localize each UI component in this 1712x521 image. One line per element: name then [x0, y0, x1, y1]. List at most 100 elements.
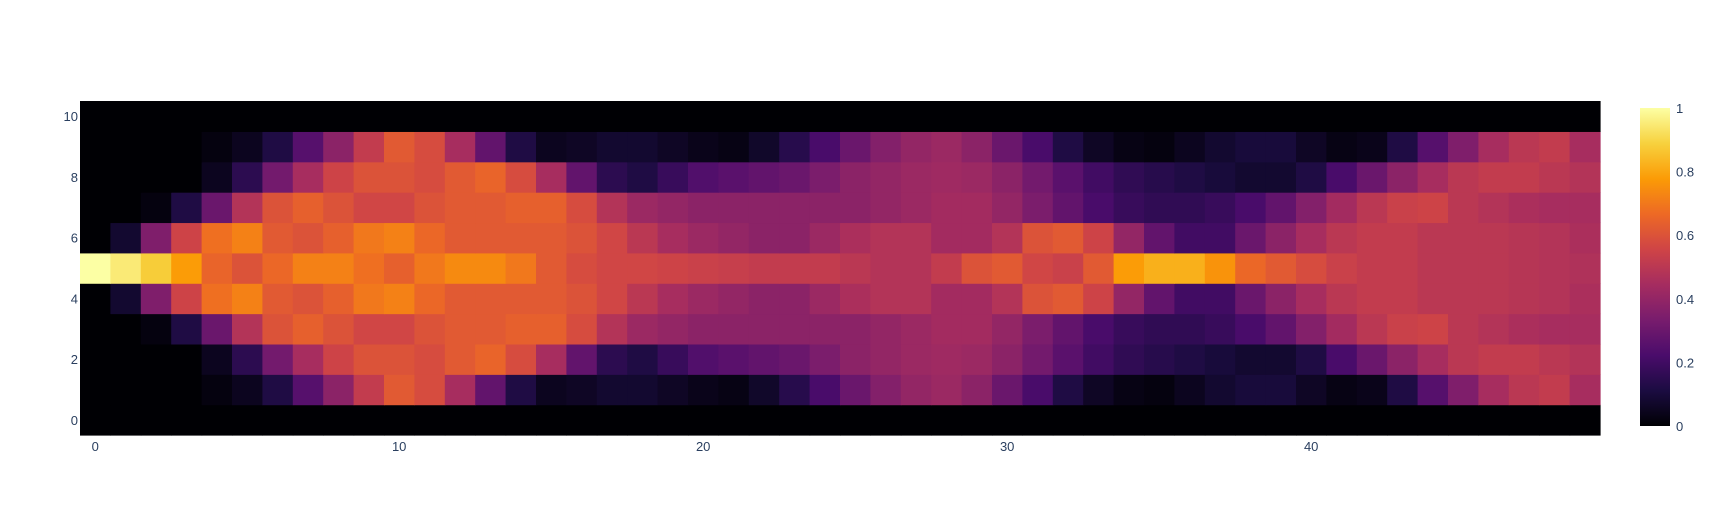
heatmap-cell: [80, 222, 111, 254]
heatmap-cell: [931, 313, 963, 345]
heatmap-cell: [1265, 404, 1297, 436]
heatmap-cell: [1478, 131, 1510, 163]
heatmap-cell: [384, 131, 415, 163]
heatmap-cell: [900, 131, 932, 163]
heatmap-cell: [80, 131, 111, 163]
heatmap-cell: [718, 131, 750, 163]
heatmap-cell: [292, 192, 324, 224]
heatmap-cell: [1144, 404, 1175, 436]
heatmap-cell: [201, 192, 233, 224]
heatmap-cell: [1144, 131, 1175, 163]
heatmap-cell: [80, 374, 111, 406]
heatmap-cell: [1022, 101, 1054, 132]
heatmap-cell: [1448, 161, 1479, 193]
heatmap-cell: [566, 404, 598, 436]
heatmap-cell: [1417, 343, 1449, 375]
heatmap-cell: [232, 374, 263, 406]
heatmap-cell: [627, 313, 659, 345]
heatmap-cell: [1265, 313, 1297, 345]
heatmap-cell: [779, 101, 811, 132]
heatmap-cell: [779, 343, 811, 375]
heatmap-cell: [232, 313, 263, 345]
y-axis: 0 2 4 6 8 10: [64, 109, 78, 428]
heatmap-cell: [536, 404, 567, 436]
heatmap-cell: [1235, 222, 1267, 254]
heatmap-cell: [1144, 374, 1175, 406]
heatmap-cell: [1022, 374, 1054, 406]
heatmap-cell: [1204, 222, 1236, 254]
heatmap-cell: [1204, 313, 1236, 345]
heatmap-cell: [992, 161, 1023, 193]
heatmap-cell: [1356, 283, 1388, 315]
heatmap-cell: [1235, 131, 1267, 163]
heatmap-cell: [444, 343, 476, 375]
heatmap-cell: [444, 374, 476, 406]
heatmap-cell: [900, 222, 932, 254]
heatmap-cell: [627, 404, 659, 436]
heatmap-cell: [657, 404, 689, 436]
heatmap-cell: [1448, 374, 1479, 406]
heatmap-cell: [840, 161, 871, 193]
heatmap-cell: [1569, 374, 1601, 406]
heatmap-cell: [1326, 252, 1358, 284]
heatmap-cell: [505, 313, 537, 345]
heatmap-cell: [353, 404, 385, 436]
heatmap-cell: [992, 222, 1023, 254]
heatmap-cell: [1113, 404, 1145, 436]
heatmap-cell: [262, 222, 294, 254]
heatmap-cell: [1296, 313, 1327, 345]
heatmap-cell: [1144, 101, 1175, 132]
heatmap-cell: [1296, 161, 1327, 193]
heatmap-cell: [232, 101, 263, 132]
heatmap-cell: [748, 222, 780, 254]
heatmap-cell: [414, 252, 446, 284]
heatmap-cell: [1022, 313, 1054, 345]
heatmap-cell: [80, 283, 111, 315]
heatmap-cell: [1569, 161, 1601, 193]
heatmap-cell: [1539, 404, 1571, 436]
heatmap-cell: [657, 131, 689, 163]
heatmap-cell: [353, 192, 385, 224]
heatmap-cell: [1022, 252, 1054, 284]
heatmap-cell: [1508, 313, 1540, 345]
heatmap-cell: [536, 131, 567, 163]
heatmap-cell: [627, 161, 659, 193]
heatmap-cell: [1356, 222, 1388, 254]
heatmap-cell: [1478, 101, 1510, 132]
heatmap-cell: [384, 252, 415, 284]
heatmap-cell: [1539, 313, 1571, 345]
heatmap-cell: [992, 101, 1023, 132]
heatmap-cell: [1569, 404, 1601, 436]
heatmap-cell: [657, 192, 689, 224]
heatmap-cell: [809, 404, 841, 436]
heatmap-cell: [292, 283, 324, 315]
heatmap-cell: [809, 252, 841, 284]
heatmap-cell: [232, 161, 263, 193]
heatmap-cell: [414, 161, 446, 193]
heatmap-cell: [1204, 252, 1236, 284]
heatmap-cell: [201, 222, 233, 254]
heatmap-cell: [961, 252, 993, 284]
heatmap-cell: [1417, 192, 1449, 224]
heatmap-cell: [1508, 161, 1540, 193]
heatmap-cell: [840, 252, 871, 284]
heatmap-cell: [596, 101, 628, 132]
heatmap-cell: [870, 131, 902, 163]
heatmap-cell: [353, 374, 385, 406]
heatmap-cell: [566, 374, 598, 406]
heatmap-cell: [779, 404, 811, 436]
heatmap-cell: [536, 192, 567, 224]
heatmap-cell: [779, 161, 811, 193]
heatmap-cell: [1265, 252, 1297, 284]
heatmap-cell: [870, 192, 902, 224]
heatmap-cell: [262, 161, 294, 193]
heatmap-cell: [961, 101, 993, 132]
heatmap-cell: [323, 374, 355, 406]
heatmap-cell: [1204, 192, 1236, 224]
heatmap-cell: [657, 374, 689, 406]
heatmap-cell: [931, 343, 963, 375]
heatmap-cell: [809, 161, 841, 193]
heatmap-cell: [1508, 252, 1540, 284]
heatmap-cell: [536, 252, 567, 284]
heatmap-cell: [1174, 343, 1206, 375]
